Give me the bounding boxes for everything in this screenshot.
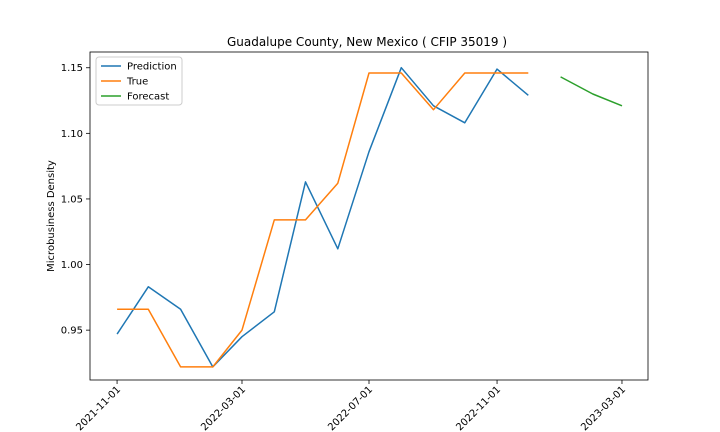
series-line-true	[117, 72, 529, 368]
y-tick-label: 0.95	[61, 326, 83, 337]
plot-lines	[116, 66, 623, 368]
legend-box	[95, 56, 183, 106]
legend-label-prediction: Prediction	[127, 62, 177, 73]
x-tick-label: 2022-03-01	[199, 384, 248, 432]
legend-label-forecast: Forecast	[127, 92, 169, 103]
y-axis-label: Microbusiness Density	[46, 160, 57, 272]
chart-title: Guadalupe County, New Mexico ( CFIP 3501…	[227, 35, 507, 49]
x-axis: 2021-11-01 2022-03-01 2022-07-01 2022-11-01…	[74, 380, 628, 432]
y-tick-label: 1.00	[61, 260, 83, 271]
legend-label-true: True	[126, 77, 148, 88]
legend: Prediction True Forecast	[95, 56, 183, 106]
y-tick-label: 1.10	[61, 129, 83, 140]
y-tick-label: 1.05	[61, 194, 83, 205]
y-tick-label: 1.15	[61, 63, 83, 74]
x-tick-label: 2023-03-01	[579, 384, 628, 432]
series-line-forecast	[560, 76, 623, 107]
x-tick-label: 2022-11-01	[454, 384, 503, 432]
x-tick-label: 2022-07-01	[326, 384, 375, 432]
y-axis: 0.95 1.00 1.05 1.10 1.15	[61, 63, 90, 337]
series-line-prediction	[116, 66, 529, 368]
x-tick-label: 2021-11-01	[74, 384, 123, 432]
